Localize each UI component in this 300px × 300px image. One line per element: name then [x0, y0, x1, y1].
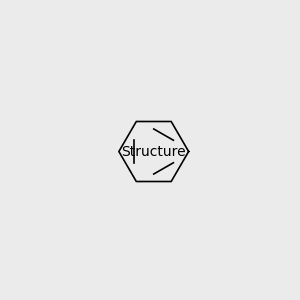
Text: Structure: Structure	[122, 145, 186, 158]
